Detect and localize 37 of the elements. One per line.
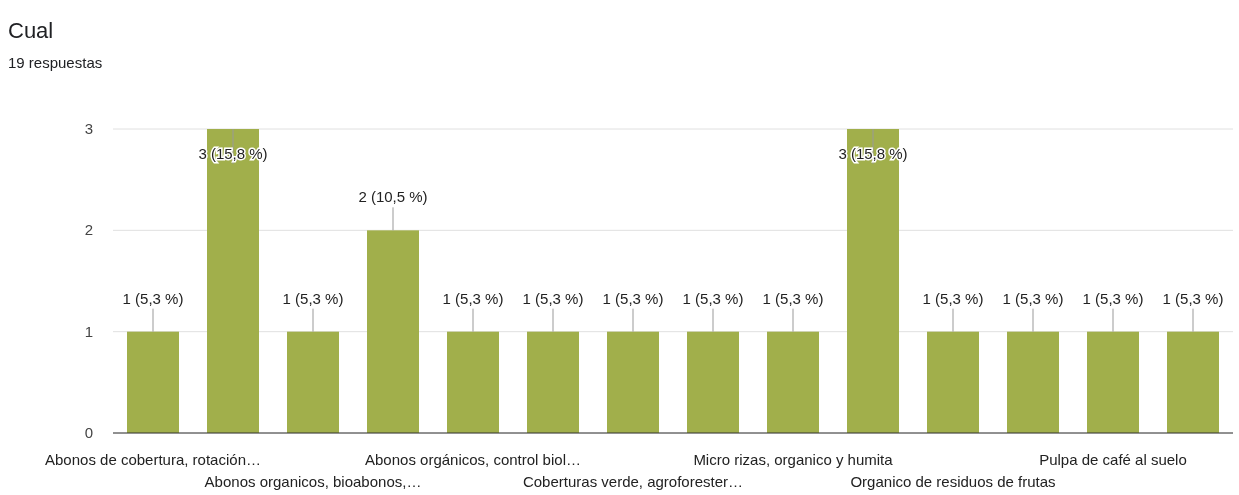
data-label: 1 (5,3 %) xyxy=(1002,289,1064,307)
bar xyxy=(687,331,739,433)
data-label: 1 (5,3 %) xyxy=(1162,289,1224,307)
bar xyxy=(527,331,579,433)
bar xyxy=(127,331,179,433)
bar xyxy=(607,331,659,433)
bar xyxy=(447,331,499,433)
data-label: 1 (5,3 %) xyxy=(682,289,744,307)
x-tick-label: Abonos orgánicos, control biol… xyxy=(365,451,581,468)
data-label: 2 (10,5 %) xyxy=(358,188,428,206)
x-tick-label: Coberturas verde, agroforester… xyxy=(522,473,744,490)
bar xyxy=(1007,331,1059,433)
x-tick-label: Abonos de cobertura, rotación… xyxy=(45,451,261,468)
bar xyxy=(767,331,819,433)
data-label: 1 (5,3 %) xyxy=(1082,289,1144,307)
y-tick-label: 3 xyxy=(84,120,93,137)
data-label: 1 (5,3 %) xyxy=(522,289,584,307)
data-label: 1 (5,3 %) xyxy=(282,289,344,307)
data-label: 1 (5,3 %) xyxy=(602,289,664,307)
x-tick-label: Micro rizas, organico y humita xyxy=(693,451,894,468)
bar xyxy=(927,331,979,433)
bar xyxy=(1167,331,1219,433)
y-tick-label: 2 xyxy=(84,221,93,239)
x-tick-label: Pulpa de café al suelo xyxy=(1039,451,1187,468)
bar xyxy=(287,331,339,433)
x-tick-label: Organico de residuos de frutas xyxy=(850,473,1056,490)
data-label: 1 (5,3 %) xyxy=(922,289,984,307)
y-tick-label: 1 xyxy=(84,322,93,340)
bar xyxy=(1087,331,1139,433)
x-tick-label: Abonos organicos, bioabonos,… xyxy=(204,473,422,490)
bar xyxy=(367,230,419,433)
y-tick-label: 0 xyxy=(84,424,93,441)
data-label: 1 (5,3 %) xyxy=(762,289,824,307)
chart-title: Cual xyxy=(8,18,54,43)
chart-subtitle: 19 respuestas xyxy=(8,54,103,71)
data-label: 1 (5,3 %) xyxy=(122,289,184,307)
data-label: 1 (5,3 %) xyxy=(442,289,504,307)
